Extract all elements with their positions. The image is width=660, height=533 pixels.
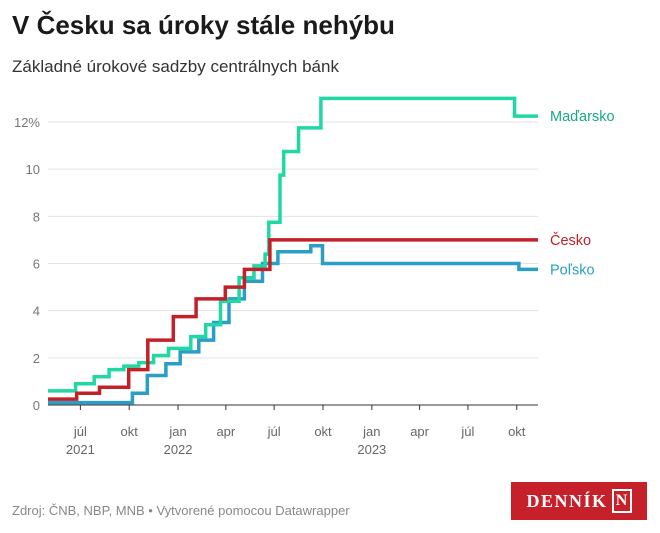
logo-n-icon: N — [611, 489, 632, 513]
chart-title: V Česku sa úroky stále nehýbu — [12, 10, 395, 40]
series-line-poľsko — [48, 244, 538, 405]
y-tick-label: 0 — [33, 398, 40, 413]
y-tick-label: 12% — [14, 115, 40, 130]
x-year-label: 2023 — [357, 442, 386, 457]
y-tick-label: 2 — [33, 351, 40, 366]
x-tick-label: júl — [73, 424, 87, 439]
x-tick-label: apr — [216, 424, 235, 439]
y-tick-label: 6 — [33, 257, 40, 272]
dennik-n-logo: DENNÍK N — [511, 482, 647, 520]
chart-subtitle: Základné úrokové sadzby centrálnych bánk — [12, 57, 339, 76]
x-tick-label: okt — [314, 424, 332, 439]
y-tick-label: 8 — [33, 209, 40, 224]
x-tick-label: okt — [121, 424, 139, 439]
logo-wordmark: DENNÍK — [526, 490, 608, 511]
y-tick-label: 10 — [26, 162, 40, 177]
series-label-poľsko: Poľsko — [550, 262, 595, 278]
series-label-maďarsko: Maďarsko — [550, 109, 615, 125]
x-year-label: 2022 — [164, 442, 193, 457]
x-tick-label: apr — [410, 424, 429, 439]
x-year-label: 2021 — [66, 442, 95, 457]
series-label-česko: Česko — [550, 232, 591, 249]
series-line-česko — [48, 238, 538, 401]
series-line-maďarsko — [48, 96, 538, 393]
x-tick-label: jan — [168, 424, 186, 439]
y-tick-label: 4 — [33, 304, 40, 319]
source-footer: Zdroj: ČNB, NBP, MNB • Vytvorené pomocou… — [12, 503, 350, 518]
x-tick-label: jan — [362, 424, 380, 439]
x-tick-label: júl — [267, 424, 281, 439]
x-tick-label: júl — [460, 424, 474, 439]
x-tick-label: okt — [508, 424, 526, 439]
